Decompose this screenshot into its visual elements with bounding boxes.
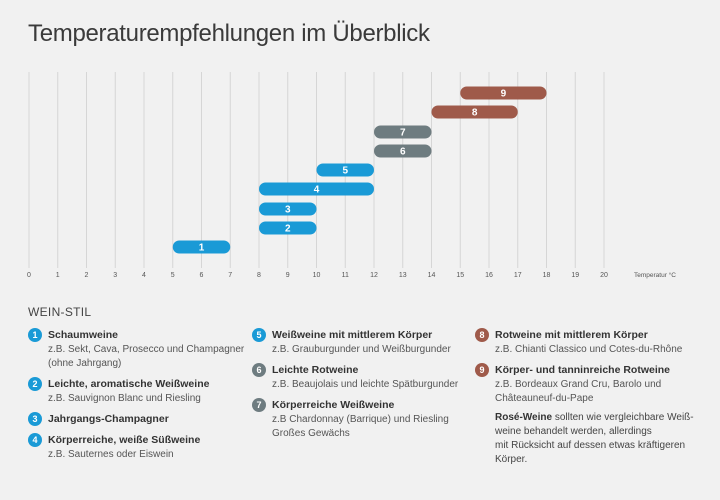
x-tick-label: 7 <box>228 272 232 279</box>
legend-number-badge: 7 <box>252 398 266 412</box>
temperature-chart: 0 1 2 3 4 5 6 7 8 9 10 11 12 13 14 15 16 17 18 19 20 Temperat… <box>27 72 676 279</box>
x-tick-label: 20 <box>600 272 608 279</box>
legend-item-description: z.B. Sauternes oder Eiswein <box>48 449 174 460</box>
bar-label: 9 <box>501 89 507 100</box>
legend-item-description: z.B. Sauvignon Blanc und Riesling <box>48 393 201 404</box>
legend-item-description: z.B. Sekt, Cava, Prosecco und Champagner… <box>48 344 245 369</box>
x-tick-label: 16 <box>485 272 493 279</box>
x-tick-label: 11 <box>342 272 349 279</box>
x-tick-label: 15 <box>456 272 464 279</box>
legend-number-badge: 2 <box>28 377 42 391</box>
rose-wine-note: Rosé-Weine sollten wie vergleichbare Wei… <box>495 412 694 465</box>
range-bar <box>259 182 374 196</box>
legend-column-2: 5 Weißweine mit mittlerem Körper z.B. Grau… <box>252 327 458 446</box>
x-tick-label: 9 <box>286 272 290 279</box>
bar-label: 2 <box>285 224 291 235</box>
legend-number-badge: 8 <box>475 328 489 342</box>
x-tick-label: 13 <box>399 272 407 279</box>
x-tick-label: 14 <box>428 272 436 279</box>
legend-item-description: z.B. Beaujolais und leichte Spätburgunde… <box>272 379 459 390</box>
bar-label: 5 <box>342 166 348 177</box>
legend-item: 3 Jahrgangs-Champagner <box>28 411 244 427</box>
legend-item: 8 Rotweine mit mittlerem Körper z.B. Chian… <box>475 327 694 357</box>
bar-label: 8 <box>472 108 478 119</box>
range-bar <box>460 86 547 100</box>
range-bar <box>259 202 317 216</box>
page-title: Temperaturempfehlungen im Überblick <box>28 20 430 47</box>
x-tick-label: 12 <box>370 272 378 279</box>
legend-column-1: 1 Schaumweine z.B. Sekt, Cava, Prosecco un… <box>28 327 244 467</box>
bar-label: 7 <box>400 128 406 139</box>
x-tick-label: 6 <box>200 272 204 279</box>
legend-item-title: Weißweine mit mittlerem Körper <box>272 329 433 341</box>
x-tick-label: 2 <box>85 272 89 279</box>
range-bar <box>374 125 432 139</box>
bar-label: 4 <box>314 185 320 196</box>
legend-item-title: Leichte, aromatische Weißweine <box>48 378 210 390</box>
legend-item-description: z.B. Bordeaux Grand Cru, Barolo und Chât… <box>495 379 662 404</box>
x-tick-label: 8 <box>257 272 261 279</box>
legend-item: 2 Leichte, aromatische Weißweine z.B. Sauv… <box>28 376 244 406</box>
x-tick-label: 18 <box>543 272 551 279</box>
legend-item-title: Leichte Rotweine <box>272 364 359 376</box>
legend-item-title: Körperreiche Weißweine <box>272 399 395 411</box>
x-tick-label: 4 <box>142 272 146 279</box>
x-tick-label: 3 <box>113 272 117 279</box>
x-tick-label: 19 <box>571 272 579 279</box>
range-bar <box>431 105 518 119</box>
legend-item: 9 Körper- und tanninreiche Rotweine z.B. B… <box>475 362 694 406</box>
bar-label: 3 <box>285 205 291 216</box>
range-bar <box>259 221 317 235</box>
legend-item-description: z.B. Chianti Classico und Cotes-du-Rhône <box>495 344 683 355</box>
legend-column-3: 8 Rotweine mit mittlerem Körper z.B. Chian… <box>475 327 694 467</box>
rose-wine-note-bold: Rosé-Weine <box>495 412 553 423</box>
legend-number-badge: 6 <box>252 363 266 377</box>
range-bar <box>172 240 231 254</box>
x-tick-label: 17 <box>514 272 522 279</box>
x-tick-label: 10 <box>313 272 321 279</box>
x-axis-label: Temperatur °C <box>634 271 676 279</box>
legend-item-description: z.B Chardonnay (Barrique) und Riesling G… <box>272 414 449 439</box>
legend-item: 7 Körperreiche Weißweine z.B Chardonnay (B… <box>252 397 458 441</box>
x-tick-label: 5 <box>171 272 175 279</box>
range-bar <box>374 144 432 158</box>
legend-item-title: Jahrgangs-Champagner <box>48 413 169 425</box>
legend-number-badge: 1 <box>28 328 42 342</box>
bar-label: 6 <box>400 147 406 158</box>
legend-number-badge: 4 <box>28 433 42 447</box>
legend-number-badge: 9 <box>475 363 489 377</box>
legend-item-title: Rotweine mit mittlerem Körper <box>495 329 648 341</box>
range-bar <box>316 163 374 177</box>
x-tick-label: 0 <box>27 272 31 279</box>
legend-item-description: z.B. Grauburgunder und Weißburgunder <box>272 344 451 355</box>
legend-item-title: Schaumweine <box>48 329 119 341</box>
bar-label: 1 <box>199 243 205 254</box>
legend-item: 1 Schaumweine z.B. Sekt, Cava, Prosecco un… <box>28 327 244 371</box>
legend-heading: WEIN-STIL <box>28 305 92 319</box>
legend-item: 5 Weißweine mit mittlerem Körper z.B. Grau… <box>252 327 458 357</box>
legend-number-badge: 3 <box>28 412 42 426</box>
legend-item: 4 Körperreiche, weiße Süßweine z.B. Sauter… <box>28 432 244 462</box>
legend-item: 6 Leichte Rotweine z.B. Beaujolais und lei… <box>252 362 458 392</box>
legend-item-title: Körperreiche, weiße Süßweine <box>48 434 201 446</box>
legend-item-title: Körper- und tanninreiche Rotweine <box>495 364 671 376</box>
legend-number-badge: 5 <box>252 328 266 342</box>
x-tick-label: 1 <box>56 272 60 279</box>
